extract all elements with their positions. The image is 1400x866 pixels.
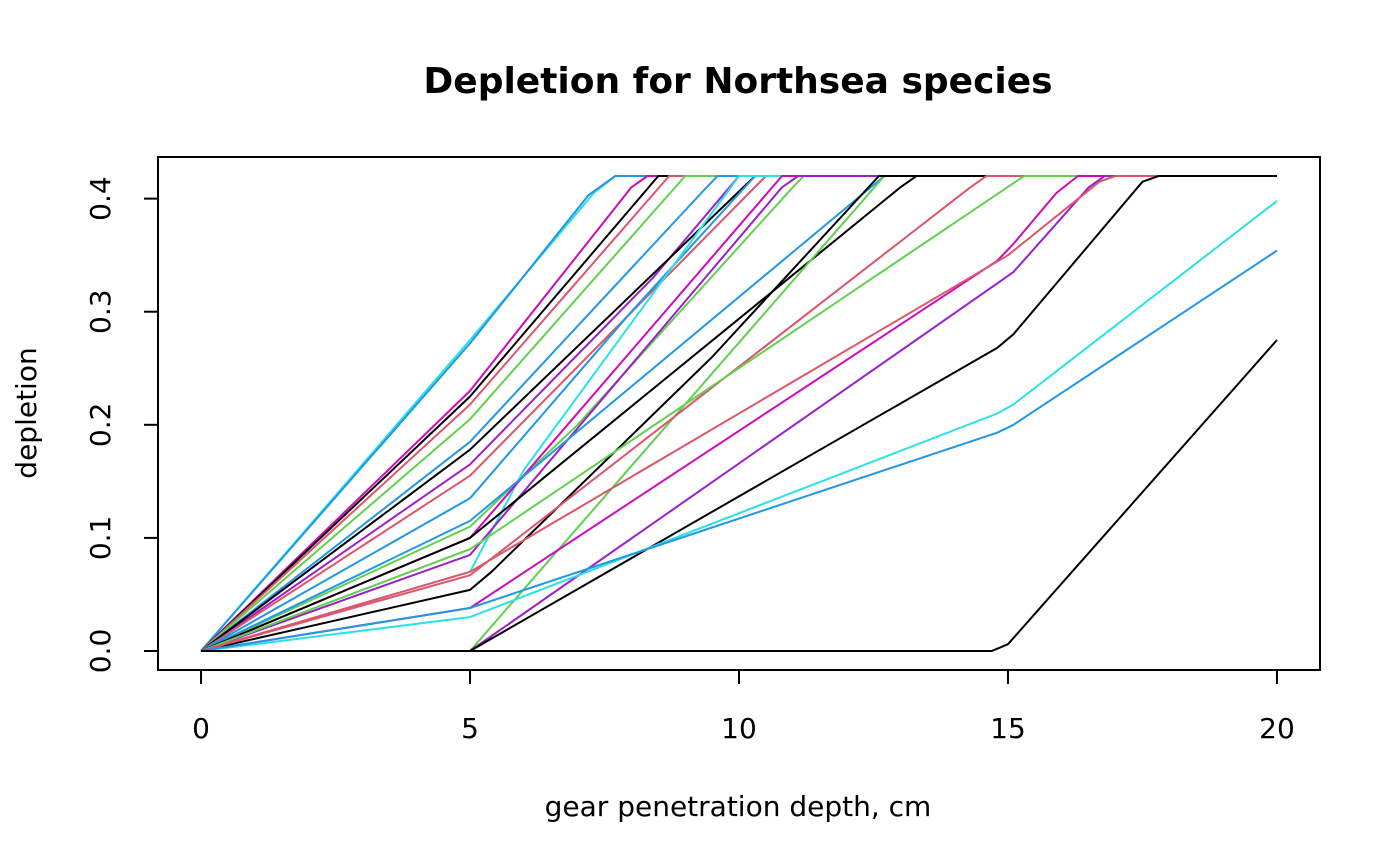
series-line-24 [200, 175, 1277, 652]
x-tick-label: 0 [192, 712, 210, 745]
y-tick-label: 0.1 [84, 516, 117, 561]
y-tick-label: 0.3 [84, 289, 117, 334]
series-line-19 [200, 175, 1277, 652]
x-tick-label: 15 [990, 712, 1026, 745]
y-tick-label: 0.0 [84, 629, 117, 674]
y-tick-label: 0.4 [84, 176, 117, 221]
series-line-27 [200, 249, 1278, 652]
series-line-26 [200, 200, 1278, 652]
x-axis-label: gear penetration depth, cm [545, 790, 932, 823]
x-tick-label: 20 [1259, 712, 1295, 745]
x-axis: 0 5 10 15 20 [192, 669, 1295, 745]
y-axis-label: depletion [10, 347, 43, 478]
series-line-28 [201, 339, 1278, 652]
y-axis: 0.0 0.1 0.2 0.3 0.4 [84, 176, 159, 674]
x-tick-label: 10 [721, 712, 757, 745]
series-group [200, 175, 1278, 652]
chart-title: Depletion for Northsea species [423, 61, 1052, 102]
x-tick-label: 5 [461, 712, 479, 745]
y-tick-label: 0.2 [84, 403, 117, 448]
